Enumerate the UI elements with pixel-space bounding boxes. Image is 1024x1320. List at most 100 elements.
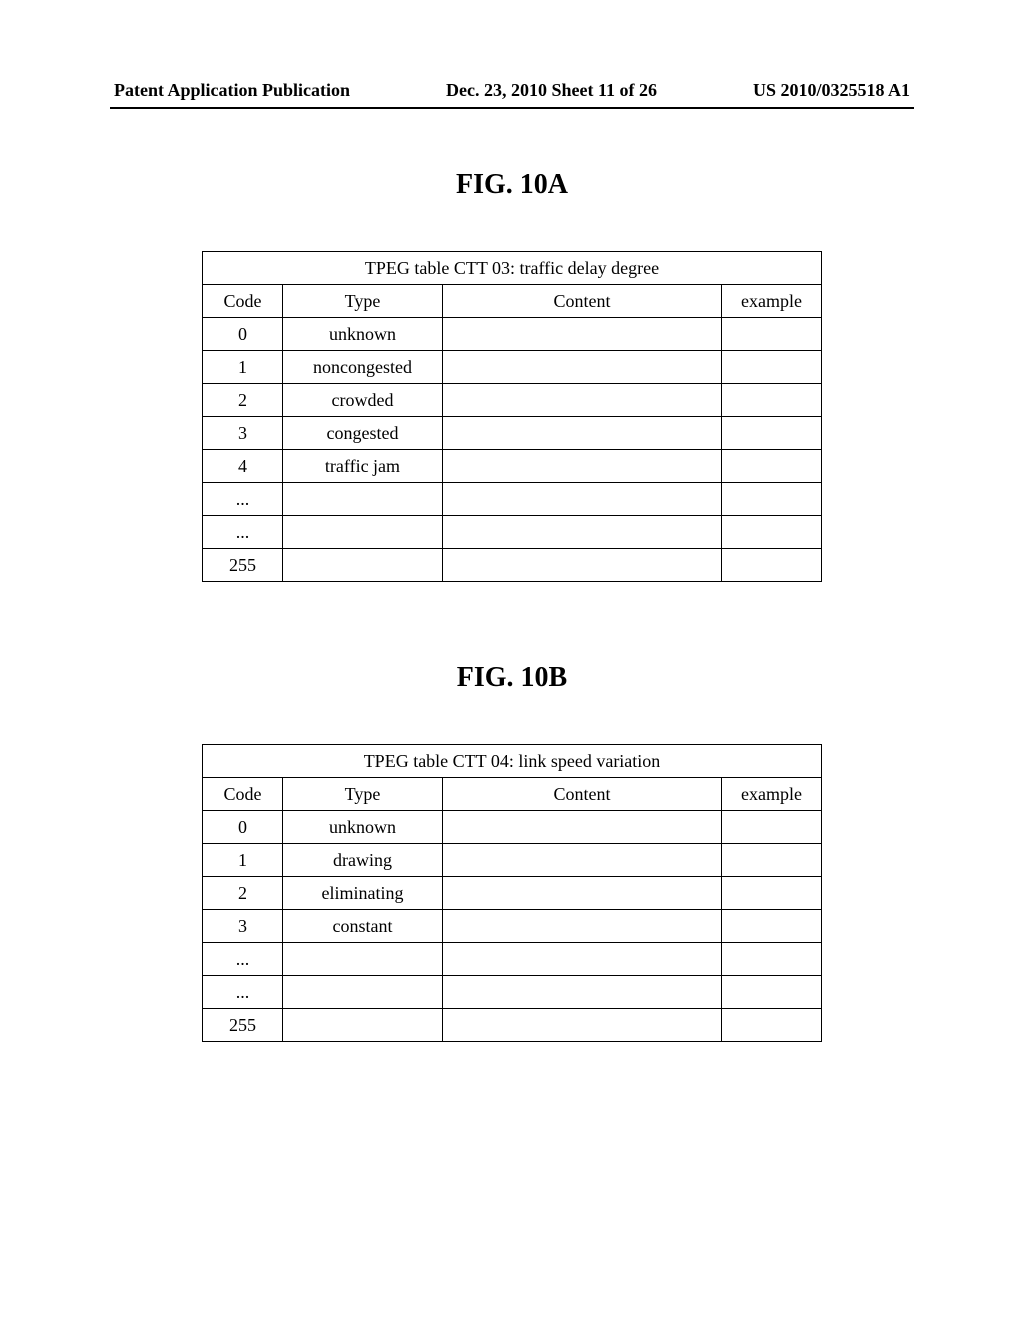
table-row: ... — [203, 976, 822, 1009]
table-row: ... — [203, 943, 822, 976]
table-row: 4traffic jam — [203, 450, 822, 483]
col-example: example — [722, 778, 822, 811]
table-cell — [722, 910, 822, 943]
table-row: 2eliminating — [203, 877, 822, 910]
table-cell: crowded — [283, 384, 443, 417]
table-cell: ... — [203, 483, 283, 516]
table-cell: unknown — [283, 318, 443, 351]
figure-label-a: FIG. 10A — [110, 169, 914, 201]
table-cell — [283, 976, 443, 1009]
table-cell: traffic jam — [283, 450, 443, 483]
table-cell — [722, 1009, 822, 1042]
table-cell: 255 — [203, 1009, 283, 1042]
col-example: example — [721, 285, 821, 318]
table-cell: ... — [203, 976, 283, 1009]
table-b-header-row: Code Type Content example — [203, 778, 822, 811]
table-cell: 3 — [203, 910, 283, 943]
table-cell — [722, 943, 822, 976]
col-type: Type — [283, 285, 443, 318]
table-cell — [283, 483, 443, 516]
table-cell — [721, 384, 821, 417]
table-row: 3constant — [203, 910, 822, 943]
header-rule — [110, 107, 914, 109]
table-cell: 4 — [203, 450, 283, 483]
table-cell — [443, 910, 722, 943]
table-cell: ... — [203, 516, 283, 549]
table-a-body: 0unknown1noncongested2crowded3congested4… — [203, 318, 822, 582]
page-header: Patent Application Publication Dec. 23, … — [110, 80, 914, 107]
table-cell — [721, 483, 821, 516]
table-cell — [443, 877, 722, 910]
table-a-wrap: TPEG table CTT 03: traffic delay degree … — [202, 251, 822, 582]
header-center: Dec. 23, 2010 Sheet 11 of 26 — [446, 80, 657, 101]
table-cell — [443, 844, 722, 877]
table-cell: 2 — [203, 384, 283, 417]
table-cell — [722, 844, 822, 877]
table-cell — [721, 351, 821, 384]
table-cell — [283, 549, 443, 582]
header-left: Patent Application Publication — [114, 80, 350, 101]
table-cell — [283, 516, 443, 549]
table-cell — [443, 384, 722, 417]
col-code: Code — [203, 285, 283, 318]
table-row: 0unknown — [203, 811, 822, 844]
table-cell — [283, 943, 443, 976]
table-row: ... — [203, 516, 822, 549]
table-cell — [443, 549, 722, 582]
table-cell — [722, 976, 822, 1009]
col-code: Code — [203, 778, 283, 811]
table-a-title-row: TPEG table CTT 03: traffic delay degree — [203, 252, 822, 285]
table-cell: constant — [283, 910, 443, 943]
table-row: 1drawing — [203, 844, 822, 877]
table-b: TPEG table CTT 04: link speed variation … — [202, 744, 822, 1042]
figure-label-b: FIG. 10B — [110, 662, 914, 694]
table-cell — [443, 976, 722, 1009]
table-row: ... — [203, 483, 822, 516]
table-cell: 3 — [203, 417, 283, 450]
table-b-title-row: TPEG table CTT 04: link speed variation — [203, 745, 822, 778]
table-cell — [443, 516, 722, 549]
table-cell: 1 — [203, 351, 283, 384]
table-cell — [721, 417, 821, 450]
table-cell: unknown — [283, 811, 443, 844]
table-cell: noncongested — [283, 351, 443, 384]
table-cell — [443, 943, 722, 976]
table-cell — [722, 877, 822, 910]
table-row: 255 — [203, 549, 822, 582]
table-cell — [443, 450, 722, 483]
col-content: Content — [443, 285, 722, 318]
table-cell — [443, 351, 722, 384]
table-cell: ... — [203, 943, 283, 976]
col-content: Content — [443, 778, 722, 811]
table-cell: congested — [283, 417, 443, 450]
table-cell — [721, 450, 821, 483]
table-cell — [443, 1009, 722, 1042]
table-cell: drawing — [283, 844, 443, 877]
table-cell: 2 — [203, 877, 283, 910]
patent-page: Patent Application Publication Dec. 23, … — [0, 0, 1024, 1320]
table-cell — [443, 318, 722, 351]
table-cell — [721, 549, 821, 582]
table-row: 2crowded — [203, 384, 822, 417]
table-cell — [443, 483, 722, 516]
table-row: 255 — [203, 1009, 822, 1042]
table-row: 0unknown — [203, 318, 822, 351]
table-a-title: TPEG table CTT 03: traffic delay degree — [203, 252, 822, 285]
table-cell: 255 — [203, 549, 283, 582]
table-b-body: 0unknown1drawing2eliminating3constant...… — [203, 811, 822, 1042]
table-cell — [443, 417, 722, 450]
table-row: 3congested — [203, 417, 822, 450]
table-cell — [283, 1009, 443, 1042]
table-cell: 0 — [203, 811, 283, 844]
header-right: US 2010/0325518 A1 — [753, 80, 910, 101]
col-type: Type — [283, 778, 443, 811]
table-b-title: TPEG table CTT 04: link speed variation — [203, 745, 822, 778]
table-cell: 0 — [203, 318, 283, 351]
table-b-wrap: TPEG table CTT 04: link speed variation … — [202, 744, 822, 1042]
table-row: 1noncongested — [203, 351, 822, 384]
table-cell — [721, 516, 821, 549]
table-cell — [721, 318, 821, 351]
table-a: TPEG table CTT 03: traffic delay degree … — [202, 251, 822, 582]
table-cell: 1 — [203, 844, 283, 877]
table-cell — [722, 811, 822, 844]
